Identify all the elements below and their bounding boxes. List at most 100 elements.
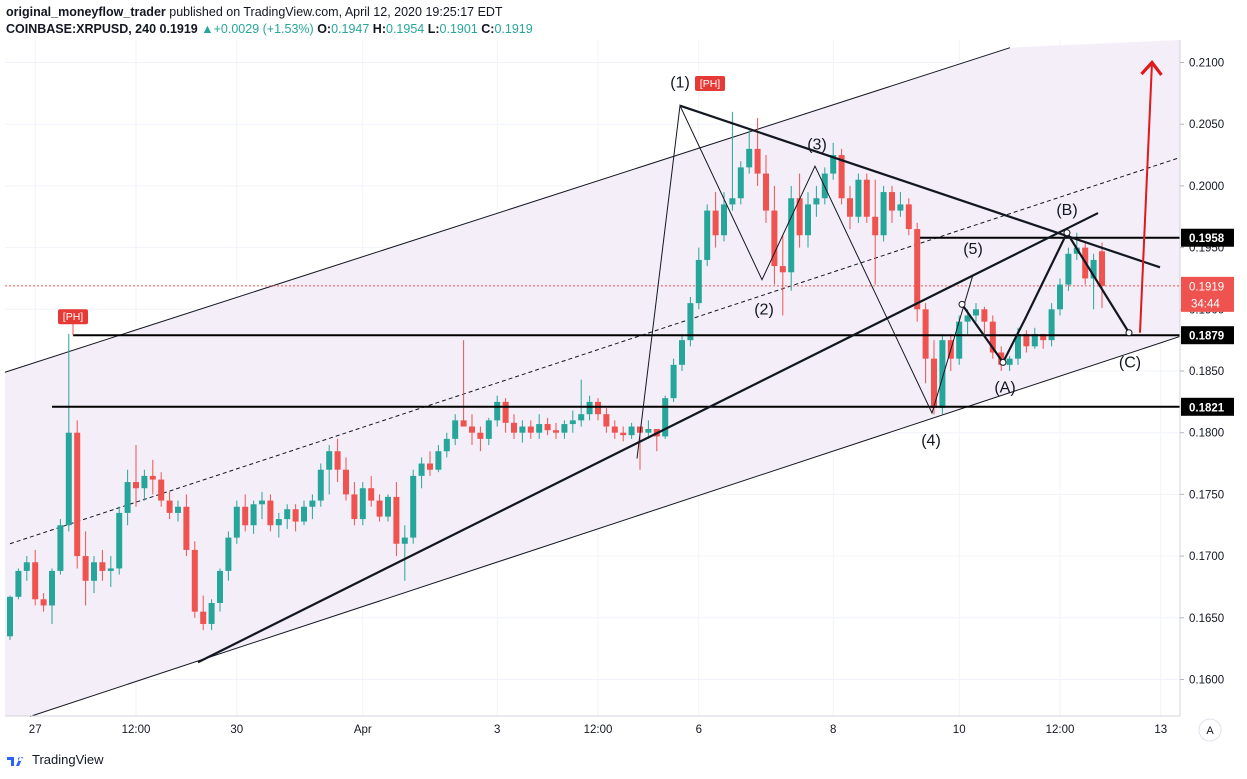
channel-mid-line[interactable] [9,157,1181,545]
candle [267,494,274,532]
candle-body [309,500,316,507]
candle-body [1048,309,1055,341]
candle [931,340,937,415]
candle-body [418,463,425,476]
candle [309,494,316,520]
price-change: +0.0029 (+1.53%) [213,22,314,36]
candle [107,556,114,587]
candle [956,315,963,365]
wave-abc-path [961,230,1130,365]
candle [452,414,459,446]
candle-body [838,155,845,199]
high-value: 0.1954 [386,22,425,36]
time-tick-label: 12:00 [584,724,613,736]
candle [32,549,39,606]
price-tick-label: 0.1600 [1189,675,1224,687]
candle [746,130,753,174]
candle [813,185,820,217]
candle-body [469,426,475,433]
candle [922,303,929,384]
candle-body [981,309,988,322]
candle-body [250,504,257,526]
candle [578,379,585,427]
candle-body [91,562,97,581]
candle-body [956,321,963,359]
candle-body [326,451,333,470]
candle [569,410,576,433]
candle [410,469,417,544]
candle [427,451,433,476]
candle [737,161,744,205]
low-value: 0.1901 [439,22,478,36]
candle-body [889,192,895,211]
candle [805,192,811,248]
candle [317,463,324,507]
candle [662,395,669,439]
tradingview-logo-icon [7,756,23,766]
close-value: 0.1919 [494,22,533,36]
tradingview-brand[interactable]: TradingView [6,752,104,767]
candle [796,173,803,248]
time-tick-label: 10 [953,724,966,736]
candle-body [788,198,795,273]
candle-body [939,340,946,409]
candle-body [578,414,585,421]
candle-body [1015,333,1021,359]
candle [49,568,55,624]
price-chart[interactable]: [PH] [PH] (1) (2) (3) (4) (5) (A) (B) (C) 0.1600… [0,40,1247,752]
level-price-text: 0.1958 [1189,233,1225,245]
price-tick-label: 0.1750 [1189,489,1224,501]
candle [1099,242,1105,309]
candle-body [763,173,769,211]
candle-body [141,475,148,489]
price-tick-label: 0.2050 [1189,119,1224,131]
candle [133,445,139,507]
wave-point [999,358,1007,366]
candle-body [435,451,442,470]
level-price-tag [1181,228,1234,247]
candle [536,414,543,439]
ohlc-line: COINBASE:XRPUSD, 240 0.1919 ▲+0.0029 (+1… [6,21,533,38]
candle-body [746,148,753,168]
candle [116,506,123,575]
candle-body [880,192,887,236]
time-axis[interactable]: 27 12:00 30 Apr 3 12:00 6 8 10 12:00 13 A [5,715,1222,742]
level-price-text: 0.1821 [1189,402,1225,414]
candle-body [796,198,803,236]
time-tick-label: 27 [29,724,42,736]
candle [301,500,307,526]
candle-body [544,424,551,431]
author-name[interactable]: original_moneyflow_trader [6,5,166,19]
candle-body [1040,333,1047,341]
candle [519,420,526,443]
channel-upper-line[interactable] [4,47,1011,373]
candle-body [737,167,744,199]
candle-body [208,602,215,624]
price-tick-label: 0.1800 [1189,428,1224,440]
candle [679,333,685,371]
candle-countdown: 34:44 [1191,298,1220,310]
price-axis[interactable]: 0.1600 0.1650 0.1700 0.1750 0.1800 0.1850 0.19… [1179,40,1234,716]
open-value: 0.1947 [331,22,370,36]
candle [250,500,257,534]
candle-body [1006,358,1013,365]
candle-body [687,303,694,341]
time-tick-label: 3 [494,724,500,736]
candle-body [158,479,165,501]
candle [847,185,853,230]
candle-body [15,570,22,597]
candle [435,445,442,473]
wave-label: (B) [1056,202,1077,219]
wave-point [1125,329,1133,337]
candle-body [905,204,912,230]
candle-body [569,420,576,425]
candle-body [989,321,996,353]
candle [275,512,282,538]
rising-trendline [197,212,1099,664]
candle [670,358,677,402]
wave-point [1063,229,1071,237]
candle-body [443,438,450,452]
candle-body [1057,284,1063,310]
candle [905,198,912,236]
channel-lower-line[interactable] [29,335,1181,717]
